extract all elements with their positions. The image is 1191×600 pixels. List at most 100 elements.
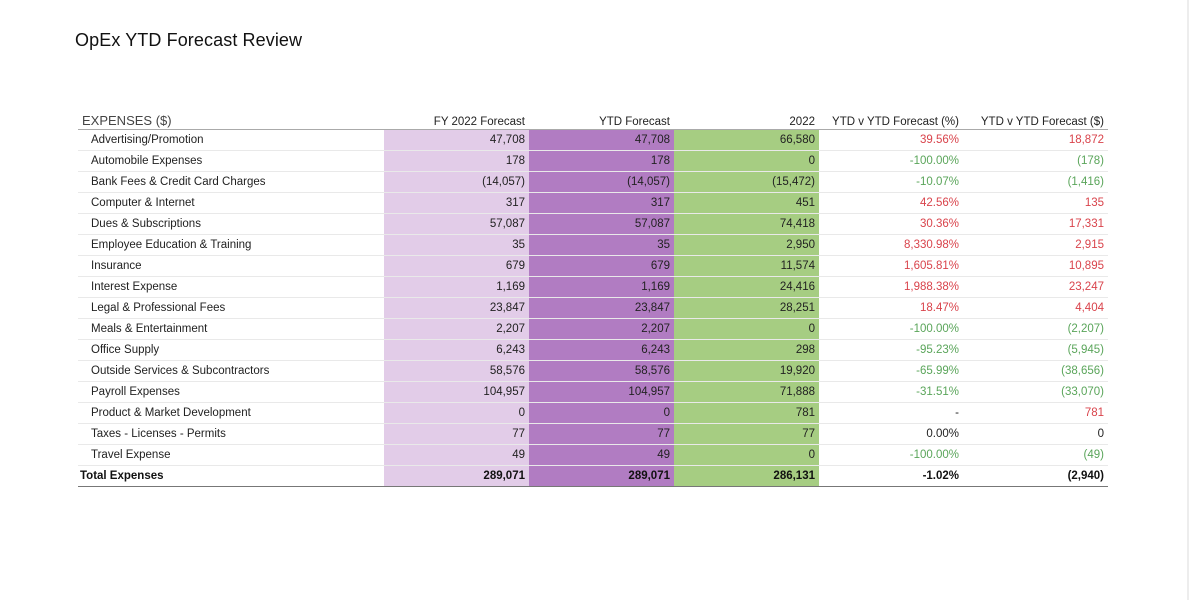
variance-pct-cell: -100.00% bbox=[819, 150, 963, 172]
actual-2022-cell: 0 bbox=[674, 444, 819, 466]
variance-usd-cell: 135 bbox=[963, 192, 1108, 214]
total-variance-pct: -1.02% bbox=[819, 465, 963, 487]
ytd-forecast-cell: 23,847 bbox=[529, 297, 674, 319]
table-row: Insurance 679 679 11,574 1,605.81% 10,895 bbox=[78, 255, 1108, 277]
table-row: Bank Fees & Credit Card Charges (14,057)(… bbox=[78, 171, 1108, 193]
expense-label: Meals & Entertainment bbox=[78, 318, 384, 340]
ytd-forecast-cell: 178 bbox=[529, 150, 674, 172]
variance-pct-cell: 0.00% bbox=[819, 423, 963, 445]
variance-pct-cell: - bbox=[819, 402, 963, 424]
variance-pct-cell: 42.56% bbox=[819, 192, 963, 214]
variance-pct-cell: 1,605.81% bbox=[819, 255, 963, 277]
fy-forecast-cell: 35 bbox=[384, 234, 529, 256]
variance-pct-cell: 30.36% bbox=[819, 213, 963, 235]
variance-pct-cell: 1,988.38% bbox=[819, 276, 963, 298]
variance-usd-cell: (33,070) bbox=[963, 381, 1108, 403]
table-row: Taxes - Licenses - Permits 77 77 77 0.00% 0 bbox=[78, 423, 1108, 445]
expense-label: Advertising/Promotion bbox=[78, 129, 384, 151]
variance-usd-cell: (2,207) bbox=[963, 318, 1108, 340]
header-2022: 2022 bbox=[674, 108, 819, 130]
variance-usd-cell: (5,945) bbox=[963, 339, 1108, 361]
ytd-forecast-cell: 35 bbox=[529, 234, 674, 256]
actual-2022-cell: 66,580 bbox=[674, 129, 819, 151]
fy-forecast-cell: 679 bbox=[384, 255, 529, 277]
actual-2022-cell: 19,920 bbox=[674, 360, 819, 382]
total-2022: 286,131 bbox=[674, 465, 819, 487]
variance-usd-cell: (49) bbox=[963, 444, 1108, 466]
actual-2022-cell: 0 bbox=[674, 150, 819, 172]
table-row: Product & Market Development 0 0 781-781 bbox=[78, 402, 1108, 424]
total-fy-forecast: 289,071 bbox=[384, 465, 529, 487]
table-row: Computer & Internet 317 317 451 42.56% 135 bbox=[78, 192, 1108, 214]
fy-forecast-cell: 1,169 bbox=[384, 276, 529, 298]
variance-usd-cell: 17,331 bbox=[963, 213, 1108, 235]
expense-label: Employee Education & Training bbox=[78, 234, 384, 256]
fy-forecast-cell: (14,057) bbox=[384, 171, 529, 193]
opex-table: EXPENSES ($) FY 2022 Forecast YTD Foreca… bbox=[78, 108, 1108, 487]
fy-forecast-cell: 58,576 bbox=[384, 360, 529, 382]
actual-2022-cell: 28,251 bbox=[674, 297, 819, 319]
variance-usd-cell: 18,872 bbox=[963, 129, 1108, 151]
actual-2022-cell: 74,418 bbox=[674, 213, 819, 235]
table-row: Outside Services & Subcontractors 58,576 5… bbox=[78, 360, 1108, 382]
scrollbar-track[interactable] bbox=[1187, 0, 1189, 600]
variance-usd-cell: (38,656) bbox=[963, 360, 1108, 382]
ytd-forecast-cell: 57,087 bbox=[529, 213, 674, 235]
table-row: Payroll Expenses 104,957 104,957 71,888 -31.… bbox=[78, 381, 1108, 403]
table-row: Interest Expense 1,169 1,169 24,416 1,988.38… bbox=[78, 276, 1108, 298]
table-row: Meals & Entertainment 2,207 2,207 0 -100.00%… bbox=[78, 318, 1108, 340]
header-ytd-forecast: YTD Forecast bbox=[529, 108, 674, 130]
expense-label: Dues & Subscriptions bbox=[78, 213, 384, 235]
expense-label: Office Supply bbox=[78, 339, 384, 361]
variance-pct-cell: -31.51% bbox=[819, 381, 963, 403]
actual-2022-cell: 781 bbox=[674, 402, 819, 424]
fy-forecast-cell: 2,207 bbox=[384, 318, 529, 340]
ytd-forecast-cell: 679 bbox=[529, 255, 674, 277]
expense-label: Legal & Professional Fees bbox=[78, 297, 384, 319]
expense-label: Payroll Expenses bbox=[78, 381, 384, 403]
table-header-row: EXPENSES ($) FY 2022 Forecast YTD Foreca… bbox=[78, 108, 1108, 130]
expense-label: Outside Services & Subcontractors bbox=[78, 360, 384, 382]
ytd-forecast-cell: 47,708 bbox=[529, 129, 674, 151]
header-fy-forecast: FY 2022 Forecast bbox=[384, 108, 529, 130]
fy-forecast-cell: 49 bbox=[384, 444, 529, 466]
expense-label: Taxes - Licenses - Permits bbox=[78, 423, 384, 445]
table-row: Employee Education & Training 35 35 2,950 8,… bbox=[78, 234, 1108, 256]
variance-pct-cell: -100.00% bbox=[819, 444, 963, 466]
table-row: Automobile Expenses 178 178 0 -100.00% (178) bbox=[78, 150, 1108, 172]
fy-forecast-cell: 104,957 bbox=[384, 381, 529, 403]
fy-forecast-cell: 6,243 bbox=[384, 339, 529, 361]
fy-forecast-cell: 47,708 bbox=[384, 129, 529, 151]
total-row: Total Expenses 289,071 289,071 286,131 -… bbox=[78, 465, 1108, 487]
actual-2022-cell: 0 bbox=[674, 318, 819, 340]
header-expenses: EXPENSES ($) bbox=[78, 108, 384, 130]
table-row: Travel Expense 49 49 0 -100.00% (49) bbox=[78, 444, 1108, 466]
variance-usd-cell: 23,247 bbox=[963, 276, 1108, 298]
variance-usd-cell: 2,915 bbox=[963, 234, 1108, 256]
total-label: Total Expenses bbox=[78, 465, 384, 487]
ytd-forecast-cell: 1,169 bbox=[529, 276, 674, 298]
variance-pct-cell: 39.56% bbox=[819, 129, 963, 151]
expense-label: Computer & Internet bbox=[78, 192, 384, 214]
variance-pct-cell: -65.99% bbox=[819, 360, 963, 382]
ytd-forecast-cell: 77 bbox=[529, 423, 674, 445]
fy-forecast-cell: 0 bbox=[384, 402, 529, 424]
ytd-forecast-cell: 104,957 bbox=[529, 381, 674, 403]
actual-2022-cell: (15,472) bbox=[674, 171, 819, 193]
variance-pct-cell: -95.23% bbox=[819, 339, 963, 361]
ytd-forecast-cell: 58,576 bbox=[529, 360, 674, 382]
table-row: Advertising/Promotion 47,708 47,708 66,580 3… bbox=[78, 129, 1108, 151]
expense-label: Interest Expense bbox=[78, 276, 384, 298]
variance-usd-cell: 781 bbox=[963, 402, 1108, 424]
total-variance-usd: (2,940) bbox=[963, 465, 1108, 487]
fy-forecast-cell: 178 bbox=[384, 150, 529, 172]
variance-pct-cell: 8,330.98% bbox=[819, 234, 963, 256]
expense-label: Travel Expense bbox=[78, 444, 384, 466]
table-row: Dues & Subscriptions 57,087 57,087 74,418 30… bbox=[78, 213, 1108, 235]
ytd-forecast-cell: 49 bbox=[529, 444, 674, 466]
variance-usd-cell: (178) bbox=[963, 150, 1108, 172]
expense-label: Insurance bbox=[78, 255, 384, 277]
table-row: Legal & Professional Fees 23,847 23,847 28,… bbox=[78, 297, 1108, 319]
header-variance-pct: YTD v YTD Forecast (%) bbox=[819, 108, 963, 130]
variance-pct-cell: -10.07% bbox=[819, 171, 963, 193]
